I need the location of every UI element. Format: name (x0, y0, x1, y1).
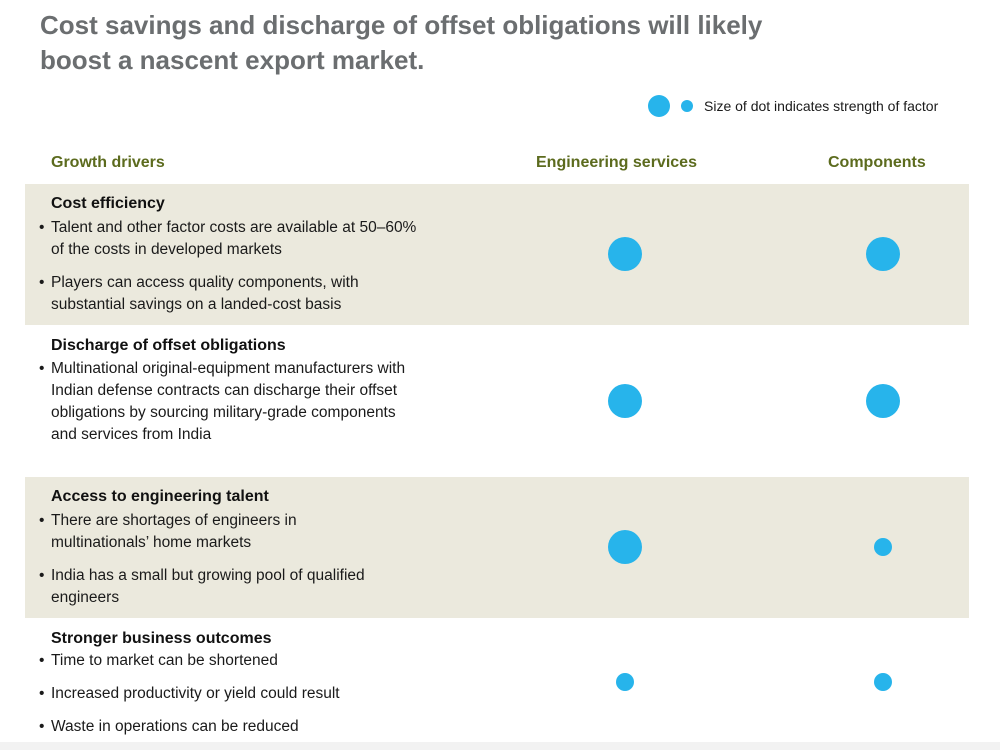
column-header-engineering-services: Engineering services (536, 154, 697, 171)
legend: Size of dot indicates strength of factor (648, 94, 938, 118)
row-title: Stronger business outcomes (51, 630, 272, 647)
bullet-item: • Waste in operations can be reduced (39, 718, 299, 735)
components-strength-large-dot-icon (866, 384, 900, 418)
title-line-1: Cost savings and discharge of offset obl… (40, 10, 763, 40)
bullet-item: • Multinational original-equipment manufa… (39, 360, 406, 443)
table-row: Cost efficiency • Talent and other factor… (25, 184, 969, 325)
legend-text: Size of dot indicates strength of factor (704, 98, 939, 114)
table-row: Discharge of offset obligations • Multina… (25, 326, 969, 476)
engineering-strength-small-dot-icon (616, 673, 634, 691)
bullet-item: • India has a small but growing pool of q… (39, 567, 365, 606)
table-header: Growth drivers Engineering services Comp… (25, 150, 969, 180)
legend-small-dot-icon (681, 100, 693, 112)
components-strength-small-dot-icon (874, 673, 892, 691)
engineering-strength-large-dot-icon (608, 237, 642, 271)
legend-large-dot-icon (648, 95, 670, 117)
page-title: Cost savings and discharge of offset obl… (40, 8, 940, 78)
engineering-strength-large-dot-icon (608, 384, 642, 418)
engineering-strength-large-dot-icon (608, 530, 642, 564)
row-title: Cost efficiency (51, 195, 165, 212)
bullet-item: • Increased productivity or yield could r… (39, 685, 340, 702)
column-header-growth-drivers: Growth drivers (51, 154, 165, 171)
column-header-components: Components (828, 154, 926, 171)
row-title: Access to engineering talent (51, 488, 269, 505)
components-strength-small-dot-icon (874, 538, 892, 556)
row-title: Discharge of offset obligations (51, 337, 286, 354)
bullet-item: • Players can access quality components, … (39, 274, 359, 313)
components-strength-large-dot-icon (866, 237, 900, 271)
bullet-item: • Talent and other factor costs are avail… (39, 219, 417, 258)
table-row: Stronger business outcomes • Time to mark… (25, 619, 969, 742)
table-row: Access to engineering talent • There are … (25, 477, 969, 618)
bullet-item: • There are shortages of engineers in mul… (39, 512, 297, 551)
bottom-divider (0, 742, 1000, 750)
bullet-item: • Time to market can be shortened (39, 652, 278, 669)
title-line-2: boost a nascent export market. (40, 45, 425, 75)
